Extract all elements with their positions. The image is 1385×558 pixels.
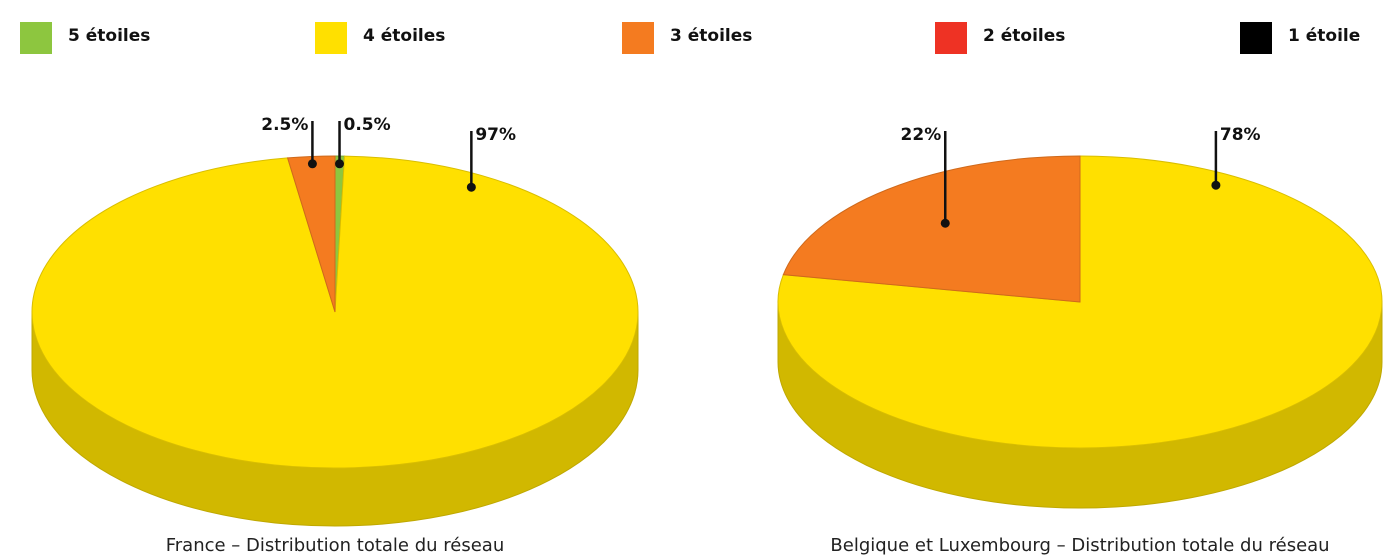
value-label: 97% — [475, 125, 516, 145]
leader-dot — [307, 159, 317, 169]
legend-swatch — [622, 22, 654, 54]
leader-dot — [1211, 180, 1221, 190]
legend-swatch — [20, 22, 52, 54]
leader-dot — [940, 218, 950, 228]
legend-swatch — [315, 22, 347, 54]
leader-dot — [466, 182, 476, 192]
legend-swatch — [1240, 22, 1272, 54]
legend-label: 5 étoiles — [68, 26, 150, 46]
legend-label: 1 étoile — [1288, 26, 1360, 46]
chart-title: Belgique et Luxembourg – Distribution to… — [830, 535, 1329, 556]
chart-title: France – Distribution totale du réseau — [166, 535, 505, 556]
pie-slice — [782, 155, 1081, 303]
legend-swatch — [935, 22, 967, 54]
legend-label: 2 étoiles — [983, 26, 1065, 46]
value-label: 0.5% — [344, 115, 391, 135]
leader-dot — [335, 159, 345, 169]
legend-label: 4 étoiles — [363, 26, 445, 46]
pie-slice — [777, 155, 1383, 449]
value-label: 2.5% — [261, 115, 308, 135]
legend-label: 3 étoiles — [670, 26, 752, 46]
value-label: 78% — [1220, 125, 1261, 145]
value-label: 22% — [901, 125, 942, 145]
